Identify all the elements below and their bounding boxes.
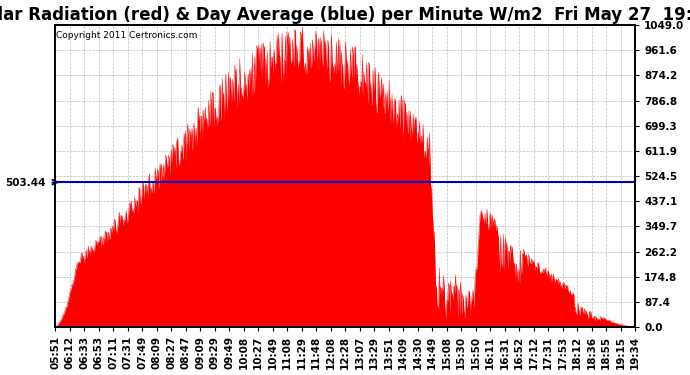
Title: Solar Radiation (red) & Day Average (blue) per Minute W/m2  Fri May 27  19:35: Solar Radiation (red) & Day Average (blu… <box>0 6 690 24</box>
Text: Copyright 2011 Certronics.com: Copyright 2011 Certronics.com <box>57 31 197 40</box>
